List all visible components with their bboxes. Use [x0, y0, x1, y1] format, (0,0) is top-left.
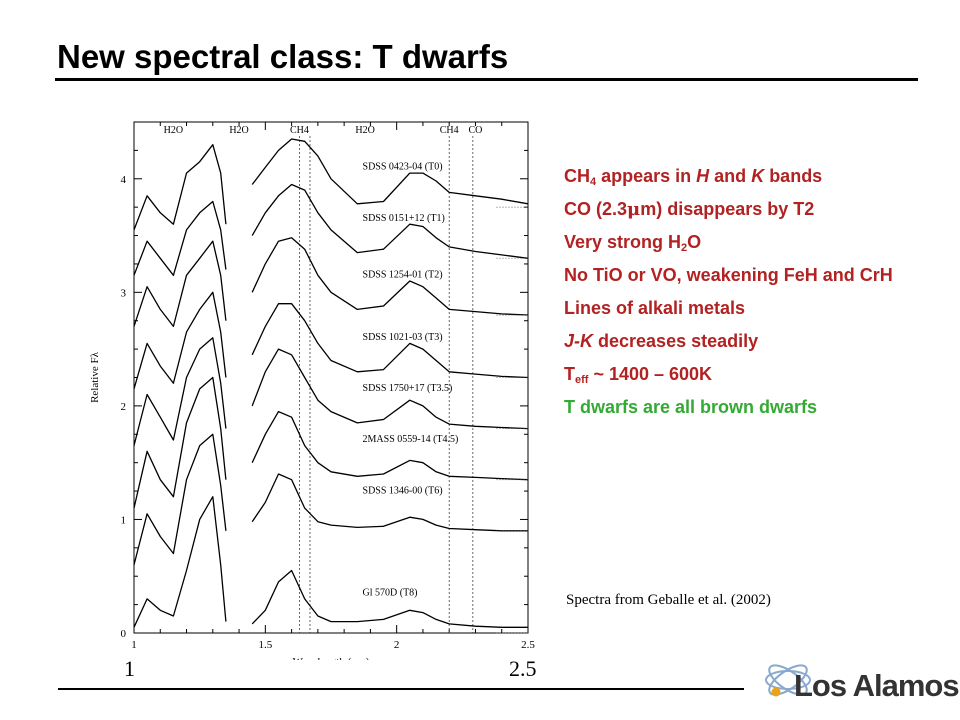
spectrum-line	[133, 496, 227, 628]
bullet-item: Lines of alkali metals	[564, 298, 934, 319]
spectrum-label: SDSS 1346-00 (T6)	[363, 485, 443, 496]
bullet-text: μ	[627, 199, 641, 220]
spectrum-line	[251, 569, 528, 628]
feature-label: CO	[469, 125, 483, 136]
feature-label: H2O	[229, 125, 248, 136]
spectrum-label: SDSS 0423-04 (T0)	[363, 162, 443, 173]
bullet-text: appears in	[596, 166, 697, 186]
spectrum-line	[133, 240, 227, 328]
spectra-chart: 11.522.501234Wavelength (μm)Relative FλH…	[89, 121, 535, 668]
bullet-text: Lines of alkali metals	[564, 298, 746, 318]
bullet-item: CH4 appears in H and K bands	[564, 166, 934, 188]
bullet-text: H	[696, 166, 710, 186]
bullet-text: K	[751, 166, 765, 186]
bullet-text: No TiO or VO, weakening FeH and CrH	[564, 265, 893, 285]
spectrum-line	[133, 291, 227, 390]
bullet-item: Teff ~ 1400 – 600K	[564, 364, 934, 386]
feature-label: CH4	[290, 125, 309, 136]
bullet-text: eff	[575, 374, 589, 386]
spectrum-line	[251, 183, 529, 259]
bullet-text: T	[564, 364, 575, 384]
x-axis-start-label: 1	[124, 656, 135, 681]
bullet-text: T dwarfs are all brown dwarfs	[564, 397, 818, 417]
bullet-item: Very strong H2O	[564, 232, 934, 254]
x-axis-end-label: 2.5	[509, 656, 537, 681]
x-axis-label: Wavelength (μm)	[293, 656, 370, 660]
spectrum-label: SDSS 0151+12 (T1)	[363, 213, 445, 224]
spectrum-label: 2MASS 0559-14 (T4.5)	[363, 434, 459, 445]
x-tick-label: 1	[131, 639, 137, 651]
y-tick-label: 0	[121, 628, 127, 640]
y-axis-label: Relative Fλ	[89, 351, 101, 403]
spectrum-line	[251, 348, 529, 430]
bullet-text: m) disappears by T2	[640, 199, 815, 219]
spectrum-line	[133, 376, 227, 509]
spectrum-line	[133, 433, 227, 566]
spectrum-line	[133, 200, 227, 276]
footer-rule	[58, 688, 744, 690]
bullet-text: ~ 1400 – 600K	[588, 364, 713, 384]
y-tick-label: 3	[121, 287, 127, 299]
spectrum-label: SDSS 1750+17 (T3.5)	[363, 383, 453, 394]
bullet-item: T dwarfs are all brown dwarfs	[564, 397, 934, 418]
title-rule	[55, 78, 918, 81]
bullet-text: decreases steadily	[593, 331, 759, 351]
bullet-item: J-K decreases steadily	[564, 331, 934, 352]
spectrum-line	[133, 337, 227, 446]
spectrum-label: SDSS 1254-01 (T2)	[363, 270, 443, 281]
bullet-text: bands	[764, 166, 823, 186]
bullet-text: 2	[681, 242, 688, 254]
credit-text: Spectra from Geballe et al. (2002)	[566, 592, 771, 608]
bullet-text: 4	[590, 176, 597, 188]
spectrum-line	[133, 144, 227, 231]
feature-label: H2O	[164, 125, 183, 136]
x-tick-label: 2	[394, 639, 400, 651]
bullet-text: O	[687, 232, 702, 252]
bullet-text: J-K	[564, 331, 594, 351]
bullet-list: CH4 appears in H and K bands CO (2.3μm) d…	[564, 166, 934, 430]
plot-frame	[133, 121, 529, 634]
spectrum-label: Gl 570D (T8)	[363, 588, 418, 599]
bullet-text: and	[709, 166, 752, 186]
y-tick-label: 1	[121, 514, 127, 526]
bullet-text: CH	[564, 166, 590, 186]
slide-title: New spectral class: T dwarfs	[57, 38, 509, 75]
x-tick-label: 1.5	[258, 639, 272, 651]
bullet-text: Very strong H	[564, 232, 682, 252]
spectrum-label: SDSS 1021-03 (T3)	[363, 332, 443, 343]
y-tick-label: 4	[121, 174, 127, 186]
feature-label: CH4	[440, 125, 459, 136]
feature-label: H2O	[355, 125, 374, 136]
spectrum-line	[251, 473, 528, 532]
logo-text: Los Alamos	[794, 668, 960, 703]
y-tick-label: 2	[121, 401, 127, 413]
bullet-item: CO (2.3μm) disappears by T2	[564, 199, 934, 220]
spectrum-line	[251, 237, 529, 316]
spectrum-line	[251, 138, 529, 205]
x-tick-label: 2.5	[521, 639, 535, 651]
spectra-figure: 11.522.501234Wavelength (μm)Relative FλH…	[86, 110, 541, 668]
bullet-item: No TiO or VO, weakening FeH and CrH	[564, 265, 934, 286]
spectrum-line	[251, 410, 529, 481]
bullet-text: CO (2.3	[564, 199, 628, 219]
los-alamos-logo-icon	[765, 664, 811, 697]
spectrum-line	[251, 303, 529, 379]
